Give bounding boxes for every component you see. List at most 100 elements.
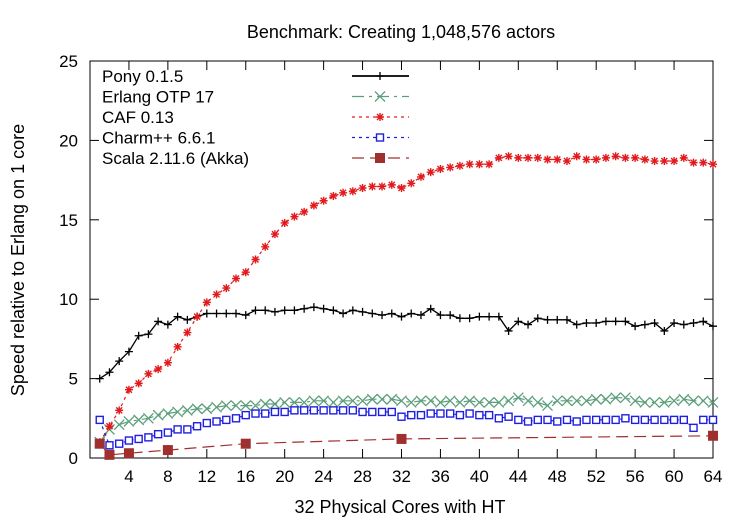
data-point [699, 415, 708, 425]
data-point [173, 342, 182, 351]
data-point [446, 163, 455, 172]
data-point [230, 400, 242, 412]
data-point [105, 441, 114, 450]
y-tick-label: 0 [69, 449, 78, 468]
legend-marker [375, 153, 385, 163]
legend-marker [376, 72, 384, 80]
x-tick-label: 64 [704, 467, 723, 486]
data-point [220, 400, 232, 412]
data-point [163, 358, 172, 367]
data-point [572, 417, 581, 426]
data-point [339, 188, 348, 197]
data-point [124, 347, 133, 356]
data-point [115, 439, 124, 448]
data-point [366, 393, 378, 405]
data-point [522, 395, 534, 407]
data-point [288, 396, 300, 408]
x-tick-label: 16 [236, 467, 255, 486]
data-point [319, 196, 328, 205]
x-tick-label: 12 [197, 467, 216, 486]
data-point [261, 306, 270, 315]
data-point [465, 160, 474, 169]
legend-label: Charm++ 6.6.1 [102, 129, 215, 148]
data-point [261, 409, 270, 418]
data-point [415, 395, 427, 407]
data-point [299, 406, 309, 415]
data-point [590, 393, 602, 405]
data-point [689, 158, 698, 167]
data-point [397, 312, 406, 321]
data-point [231, 414, 241, 423]
x-tick-label: 60 [665, 467, 684, 486]
data-point [327, 396, 339, 408]
data-point [153, 429, 163, 439]
data-point [494, 153, 503, 162]
legend-marker [374, 91, 386, 102]
data-point [660, 326, 669, 335]
data-point [368, 407, 377, 417]
data-point [104, 449, 115, 460]
data-point [601, 415, 611, 425]
x-tick-label: 36 [431, 467, 450, 486]
data-point [378, 182, 387, 191]
data-point [553, 315, 562, 324]
data-point [650, 157, 659, 166]
data-point [251, 255, 260, 264]
series-1 [94, 392, 719, 448]
data-point [688, 395, 699, 407]
x-tick-label: 24 [314, 467, 333, 486]
data-point [347, 395, 359, 407]
chart-title: Benchmark: Creating 1,048,576 actors [247, 22, 555, 42]
data-point [504, 152, 513, 161]
data-point [572, 152, 581, 161]
data-point [485, 160, 494, 169]
series-line [99, 306, 714, 380]
data-point [473, 396, 485, 408]
data-point [426, 409, 435, 418]
data-point [241, 268, 250, 277]
data-point [504, 326, 513, 335]
data-point [475, 410, 484, 420]
data-point [621, 317, 630, 326]
data-point [378, 311, 387, 320]
data-point [407, 309, 416, 318]
data-point [631, 322, 640, 331]
data-point [484, 410, 494, 420]
data-point [142, 412, 154, 424]
data-point [309, 303, 318, 312]
data-point [251, 306, 260, 315]
data-point [434, 396, 446, 408]
data-point [640, 155, 649, 164]
data-point [259, 398, 271, 410]
data-point [290, 306, 299, 315]
data-point [308, 395, 320, 407]
data-point [611, 152, 620, 161]
data-point [240, 400, 252, 412]
data-point [572, 320, 581, 329]
data-point [163, 428, 173, 437]
data-point [592, 319, 601, 328]
data-point [105, 368, 114, 377]
data-point [240, 438, 251, 449]
data-point [601, 153, 610, 162]
data-point [503, 395, 515, 407]
data-point [134, 379, 143, 388]
data-point [533, 153, 542, 162]
data-point [377, 407, 387, 417]
data-point [582, 415, 591, 425]
data-point [621, 153, 630, 162]
data-point [298, 396, 310, 408]
data-point [387, 309, 396, 318]
data-point [416, 311, 425, 320]
data-point [562, 415, 572, 425]
data-point [523, 417, 533, 426]
data-point [455, 314, 464, 323]
data-point [660, 157, 669, 166]
data-point [699, 317, 708, 326]
data-point [154, 365, 163, 374]
data-point [163, 320, 172, 329]
data-point [396, 395, 407, 407]
data-point [124, 385, 133, 394]
data-point [543, 415, 552, 425]
data-point [483, 396, 495, 408]
